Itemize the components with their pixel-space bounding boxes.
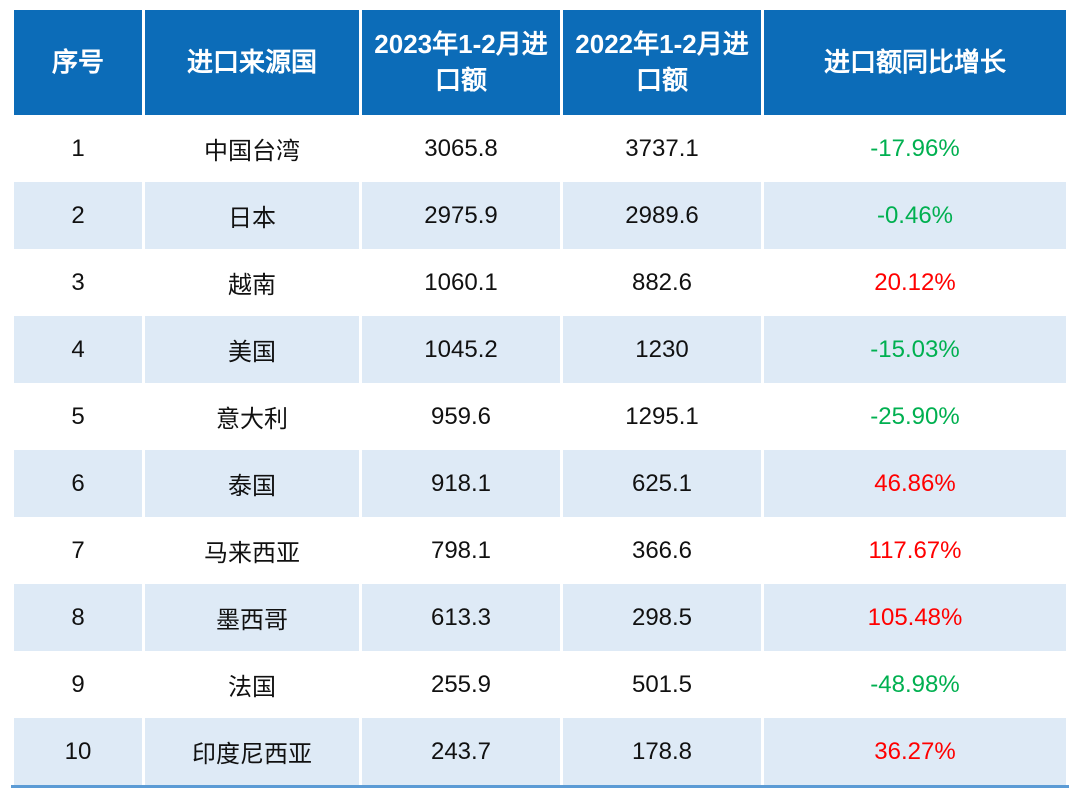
cell-country: 中国台湾 (145, 115, 359, 182)
cell-2022: 366.6 (563, 517, 761, 584)
cell-growth: -0.46% (764, 182, 1066, 249)
cell-2022: 625.1 (563, 450, 761, 517)
cell-rank: 3 (14, 249, 142, 316)
cell-country: 意大利 (145, 383, 359, 450)
cell-2023: 1045.2 (362, 316, 560, 383)
cell-growth: 46.86% (764, 450, 1066, 517)
cell-2022: 1295.1 (563, 383, 761, 450)
growth-value: 117.67% (868, 536, 962, 564)
growth-value: -48.98% (870, 670, 960, 698)
table-row: 5 意大利 959.6 1295.1 -25.90% (14, 383, 1066, 450)
cell-rank: 4 (14, 316, 142, 383)
col-header-2022: 2022年1-2月进口额 (563, 10, 761, 115)
cell-rank: 1 (14, 115, 142, 182)
growth-value: -17.96% (870, 134, 960, 162)
cell-growth: 20.12% (764, 249, 1066, 316)
cell-2022: 178.8 (563, 718, 761, 785)
table-row: 2 日本 2975.9 2989.6 -0.46% (14, 182, 1066, 249)
cell-2022: 1230 (563, 316, 761, 383)
cell-rank: 2 (14, 182, 142, 249)
cell-rank: 10 (14, 718, 142, 785)
table-row: 7 马来西亚 798.1 366.6 117.67% (14, 517, 1066, 584)
cell-2023: 798.1 (362, 517, 560, 584)
cell-country: 印度尼西亚 (145, 718, 359, 785)
growth-value: -15.03% (870, 335, 960, 363)
cell-2022: 882.6 (563, 249, 761, 316)
cell-2023: 243.7 (362, 718, 560, 785)
cell-2023: 3065.8 (362, 115, 560, 182)
cell-growth: -15.03% (764, 316, 1066, 383)
growth-value: 105.48% (867, 603, 963, 631)
cell-country: 日本 (145, 182, 359, 249)
growth-value: 46.86% (874, 469, 956, 497)
cell-growth: 105.48% (764, 584, 1066, 651)
table-row: 10 印度尼西亚 243.7 178.8 36.27% (14, 718, 1066, 785)
cell-rank: 8 (14, 584, 142, 651)
cell-rank: 7 (14, 517, 142, 584)
growth-value: -0.46% (876, 201, 954, 229)
col-header-country: 进口来源国 (145, 10, 359, 115)
cell-growth: 36.27% (764, 718, 1066, 785)
cell-country: 美国 (145, 316, 359, 383)
cell-rank: 5 (14, 383, 142, 450)
cell-country: 泰国 (145, 450, 359, 517)
table-row: 8 墨西哥 613.3 298.5 105.48% (14, 584, 1066, 651)
cell-growth: -25.90% (764, 383, 1066, 450)
growth-value: -25.90% (870, 402, 960, 430)
table-header-row: 序号 进口来源国 2023年1-2月进口额 2022年1-2月进口额 进口额同比… (14, 10, 1066, 115)
table-row: 9 法国 255.9 501.5 -48.98% (14, 651, 1066, 718)
col-header-2023: 2023年1-2月进口额 (362, 10, 560, 115)
cell-growth: 117.67% (764, 517, 1066, 584)
table-row: 1 中国台湾 3065.8 3737.1 -17.96% (14, 115, 1066, 182)
cell-2022: 3737.1 (563, 115, 761, 182)
cell-2023: 959.6 (362, 383, 560, 450)
cell-country: 马来西亚 (145, 517, 359, 584)
col-header-rank: 序号 (14, 10, 142, 115)
growth-value: 36.27% (874, 737, 956, 765)
cell-2023: 918.1 (362, 450, 560, 517)
col-header-growth: 进口额同比增长 (764, 10, 1066, 115)
cell-growth: -48.98% (764, 651, 1066, 718)
table-row: 3 越南 1060.1 882.6 20.12% (14, 249, 1066, 316)
import-data-table: 序号 进口来源国 2023年1-2月进口额 2022年1-2月进口额 进口额同比… (11, 10, 1069, 788)
cell-rank: 9 (14, 651, 142, 718)
growth-value: 20.12% (874, 268, 956, 296)
cell-country: 墨西哥 (145, 584, 359, 651)
cell-2022: 298.5 (563, 584, 761, 651)
cell-2023: 2975.9 (362, 182, 560, 249)
import-table-container: 序号 进口来源国 2023年1-2月进口额 2022年1-2月进口额 进口额同比… (11, 10, 1069, 788)
cell-rank: 6 (14, 450, 142, 517)
table-row: 4 美国 1045.2 1230 -15.03% (14, 316, 1066, 383)
cell-2023: 613.3 (362, 584, 560, 651)
table-row: 6 泰国 918.1 625.1 46.86% (14, 450, 1066, 517)
cell-2022: 2989.6 (563, 182, 761, 249)
cell-2023: 1060.1 (362, 249, 560, 316)
cell-2023: 255.9 (362, 651, 560, 718)
cell-country: 法国 (145, 651, 359, 718)
cell-country: 越南 (145, 249, 359, 316)
cell-2022: 501.5 (563, 651, 761, 718)
cell-growth: -17.96% (764, 115, 1066, 182)
